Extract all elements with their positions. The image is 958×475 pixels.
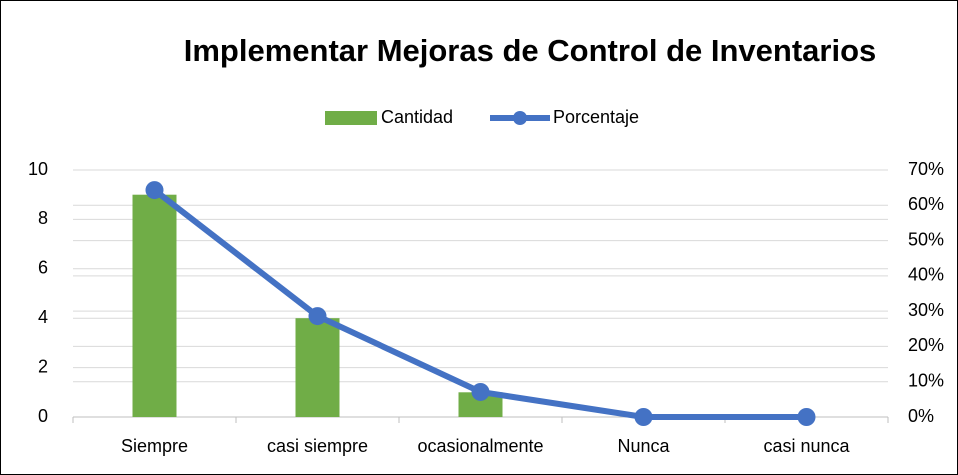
legend-label: Cantidad	[381, 107, 453, 127]
y2-tick-label: 10%	[908, 370, 944, 390]
line-marker	[308, 307, 327, 326]
y-tick-label: 4	[38, 307, 48, 327]
y-tick-label: 0	[38, 406, 48, 426]
y2-tick-label: 60%	[908, 194, 944, 214]
y2-tick-label: 70%	[908, 159, 944, 179]
x-tick-label: casi siempre	[267, 436, 368, 456]
line-marker	[471, 382, 490, 401]
x-tick-label: Nunca	[617, 436, 670, 456]
line-marker	[797, 408, 816, 426]
y-tick-label: 6	[38, 258, 48, 278]
y-tick-label: 8	[38, 208, 48, 228]
y-tick-label: 2	[38, 356, 48, 376]
x-tick-label: casi nunca	[763, 436, 850, 456]
x-tick-label: Siempre	[121, 436, 188, 456]
chart-title: Implementar Mejoras de Control de Invent…	[184, 33, 877, 68]
legend-swatch	[325, 111, 377, 125]
bar	[295, 318, 340, 417]
y2-tick-label: 40%	[908, 265, 944, 285]
line-marker	[145, 181, 164, 200]
bar	[132, 194, 177, 417]
legend-marker	[513, 111, 527, 125]
x-tick-label: ocasionalmente	[417, 436, 543, 456]
y2-tick-label: 30%	[908, 300, 944, 320]
y2-tick-label: 20%	[908, 335, 944, 355]
legend-label: Porcentaje	[553, 107, 639, 127]
line-marker	[634, 408, 653, 426]
y2-tick-label: 50%	[908, 229, 944, 249]
y-tick-label: 10	[28, 159, 48, 179]
y2-tick-label: 0%	[908, 406, 934, 426]
